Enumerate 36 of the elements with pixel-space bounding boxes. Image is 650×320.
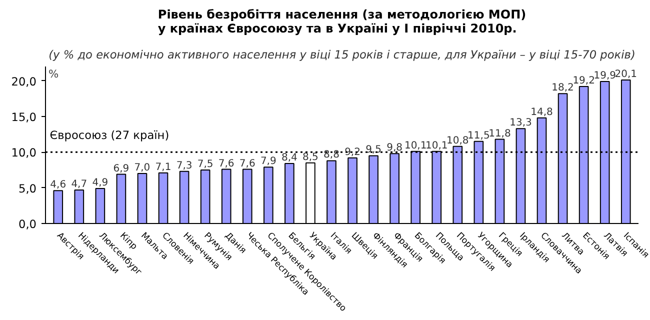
y-tick-label: 5,0 bbox=[18, 181, 36, 196]
y-axis-title: % bbox=[48, 68, 59, 80]
data-label: 9,8 bbox=[386, 142, 403, 154]
data-label: 18,2 bbox=[552, 82, 574, 94]
data-label: 7,6 bbox=[239, 158, 256, 170]
data-label: 8,8 bbox=[324, 150, 340, 161]
y-tick-label: 0,0 bbox=[18, 217, 36, 231]
data-label: 4,7 bbox=[71, 178, 88, 190]
data-label: 10,1 bbox=[425, 140, 448, 152]
data-label: 13,3 bbox=[510, 118, 532, 129]
y-tick-label: 15,0 bbox=[11, 110, 37, 124]
data-label: 19,2 bbox=[572, 75, 595, 86]
data-label: 7,6 bbox=[218, 158, 234, 170]
data-label: 14,8 bbox=[530, 106, 553, 118]
data-label: 4,9 bbox=[92, 178, 108, 189]
data-label: 11,5 bbox=[468, 130, 490, 142]
data-label: 7,5 bbox=[197, 158, 214, 170]
y-tick-label: 10,0 bbox=[11, 146, 37, 160]
data-label: 9,2 bbox=[344, 146, 360, 158]
data-label: 10,1 bbox=[404, 140, 427, 152]
data-label: 8,4 bbox=[281, 152, 298, 164]
data-label: 11,8 bbox=[488, 128, 511, 140]
y-tick-label: 20,0 bbox=[11, 74, 37, 88]
data-label: 6,9 bbox=[113, 163, 130, 174]
data-label: 7,0 bbox=[134, 162, 150, 174]
chart-title: Рівень безробіття населення (за методологією МОП) у країнах Євросоюзу та в Україні у I півріччі 2010р. bbox=[158, 8, 526, 36]
data-label: 20,1 bbox=[614, 69, 638, 80]
data-label: 4,6 bbox=[50, 180, 66, 191]
data-label: 7,1 bbox=[155, 162, 172, 173]
data-label: 7,3 bbox=[176, 160, 192, 172]
data-label: 10,8 bbox=[446, 135, 469, 146]
data-label: 19,9 bbox=[594, 70, 616, 82]
data-label: 8,5 bbox=[302, 152, 318, 163]
ref-line-label: Євросоюз (27 країн) bbox=[50, 128, 170, 142]
data-label: 7,9 bbox=[260, 156, 276, 168]
chart-subtitle: (у % до економічно активного населення у віці 15 років і старше, для України – у віці 15-70 років) bbox=[48, 48, 636, 62]
